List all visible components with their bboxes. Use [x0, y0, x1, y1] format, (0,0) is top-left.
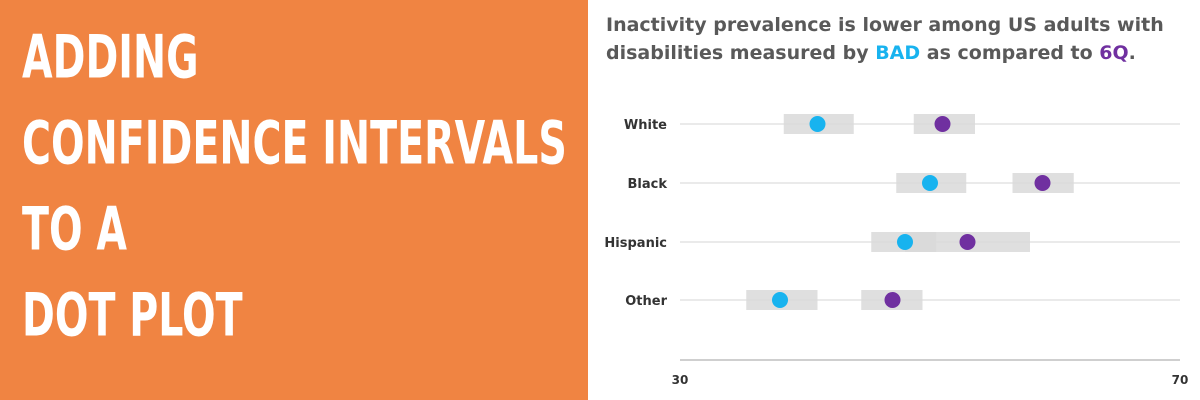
- chart-title-part-1: Inactivity prevalence is lower among US …: [606, 14, 1164, 64]
- category-label: Hispanic: [604, 236, 667, 251]
- data-point: [1034, 175, 1051, 191]
- data-point: [934, 116, 951, 132]
- chart-title: Inactivity prevalence is lower among US …: [606, 11, 1196, 67]
- headline-line-4: DOT PLOT: [22, 279, 243, 350]
- dot-plot: White Black Hispanic Other 30 70: [604, 114, 1189, 387]
- data-point: [809, 116, 826, 132]
- data-point: [922, 175, 938, 191]
- data-point: [884, 292, 901, 308]
- headline-line-2: CONFIDENCE INTERVALS: [22, 107, 567, 178]
- headline-line-1: ADDING: [22, 21, 199, 92]
- headline-panel: ADDING CONFIDENCE INTERVALS TO A DOT PLO…: [0, 0, 588, 400]
- chart-title-6q: 6Q: [1099, 42, 1129, 64]
- category-label: Black: [628, 177, 668, 192]
- category-label: Other: [625, 294, 667, 309]
- headline-line-3: TO A: [22, 193, 128, 264]
- chart-title-part-3: .: [1128, 42, 1136, 64]
- data-point: [772, 292, 788, 308]
- x-tick-label: 30: [672, 373, 689, 387]
- category-label: White: [624, 118, 667, 133]
- chart-title-bad: BAD: [875, 42, 921, 64]
- data-point: [897, 234, 913, 250]
- x-tick-label: 70: [1172, 373, 1189, 387]
- chart-title-part-2: as compared to: [920, 42, 1100, 64]
- data-point: [959, 234, 976, 250]
